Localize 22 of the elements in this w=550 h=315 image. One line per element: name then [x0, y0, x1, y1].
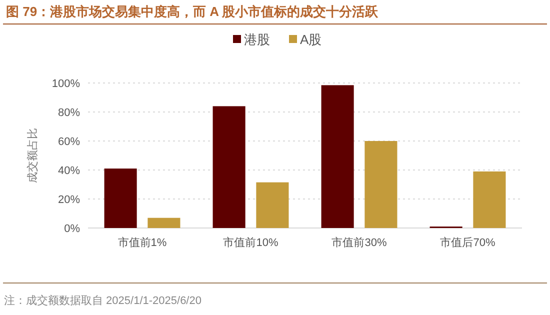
- bar: [256, 182, 289, 228]
- bar: [473, 171, 506, 228]
- y-axis-title: 成交额占比: [26, 128, 39, 183]
- bar: [321, 85, 354, 228]
- x-tick-label: 市值前1%: [118, 236, 167, 249]
- bar: [148, 218, 180, 228]
- y-tick-label: 0%: [64, 222, 80, 235]
- bar: [104, 168, 137, 228]
- y-tick-label: 100%: [52, 78, 80, 90]
- legend-label: 港股: [244, 32, 270, 47]
- y-tick-label: 20%: [58, 194, 80, 206]
- legend-label: A股: [300, 32, 322, 47]
- y-tick-label: 80%: [58, 106, 80, 119]
- text: 注：成交额数据取自 2025/1/1-2025/6/20: [4, 294, 202, 307]
- x-tick-label: 市值前30%: [332, 236, 387, 249]
- y-tick-label: 60%: [58, 136, 80, 148]
- x-tick-label: 市值前10%: [223, 236, 278, 249]
- x-tick-label: 市值后70%: [440, 236, 496, 249]
- bar: [212, 106, 246, 228]
- bar: [364, 141, 398, 228]
- y-tick-label: 40%: [58, 164, 80, 177]
- chart-title: 图 79：港股市场交易集中度高，而 A 股小市值标的成交十分活跃: [6, 4, 380, 19]
